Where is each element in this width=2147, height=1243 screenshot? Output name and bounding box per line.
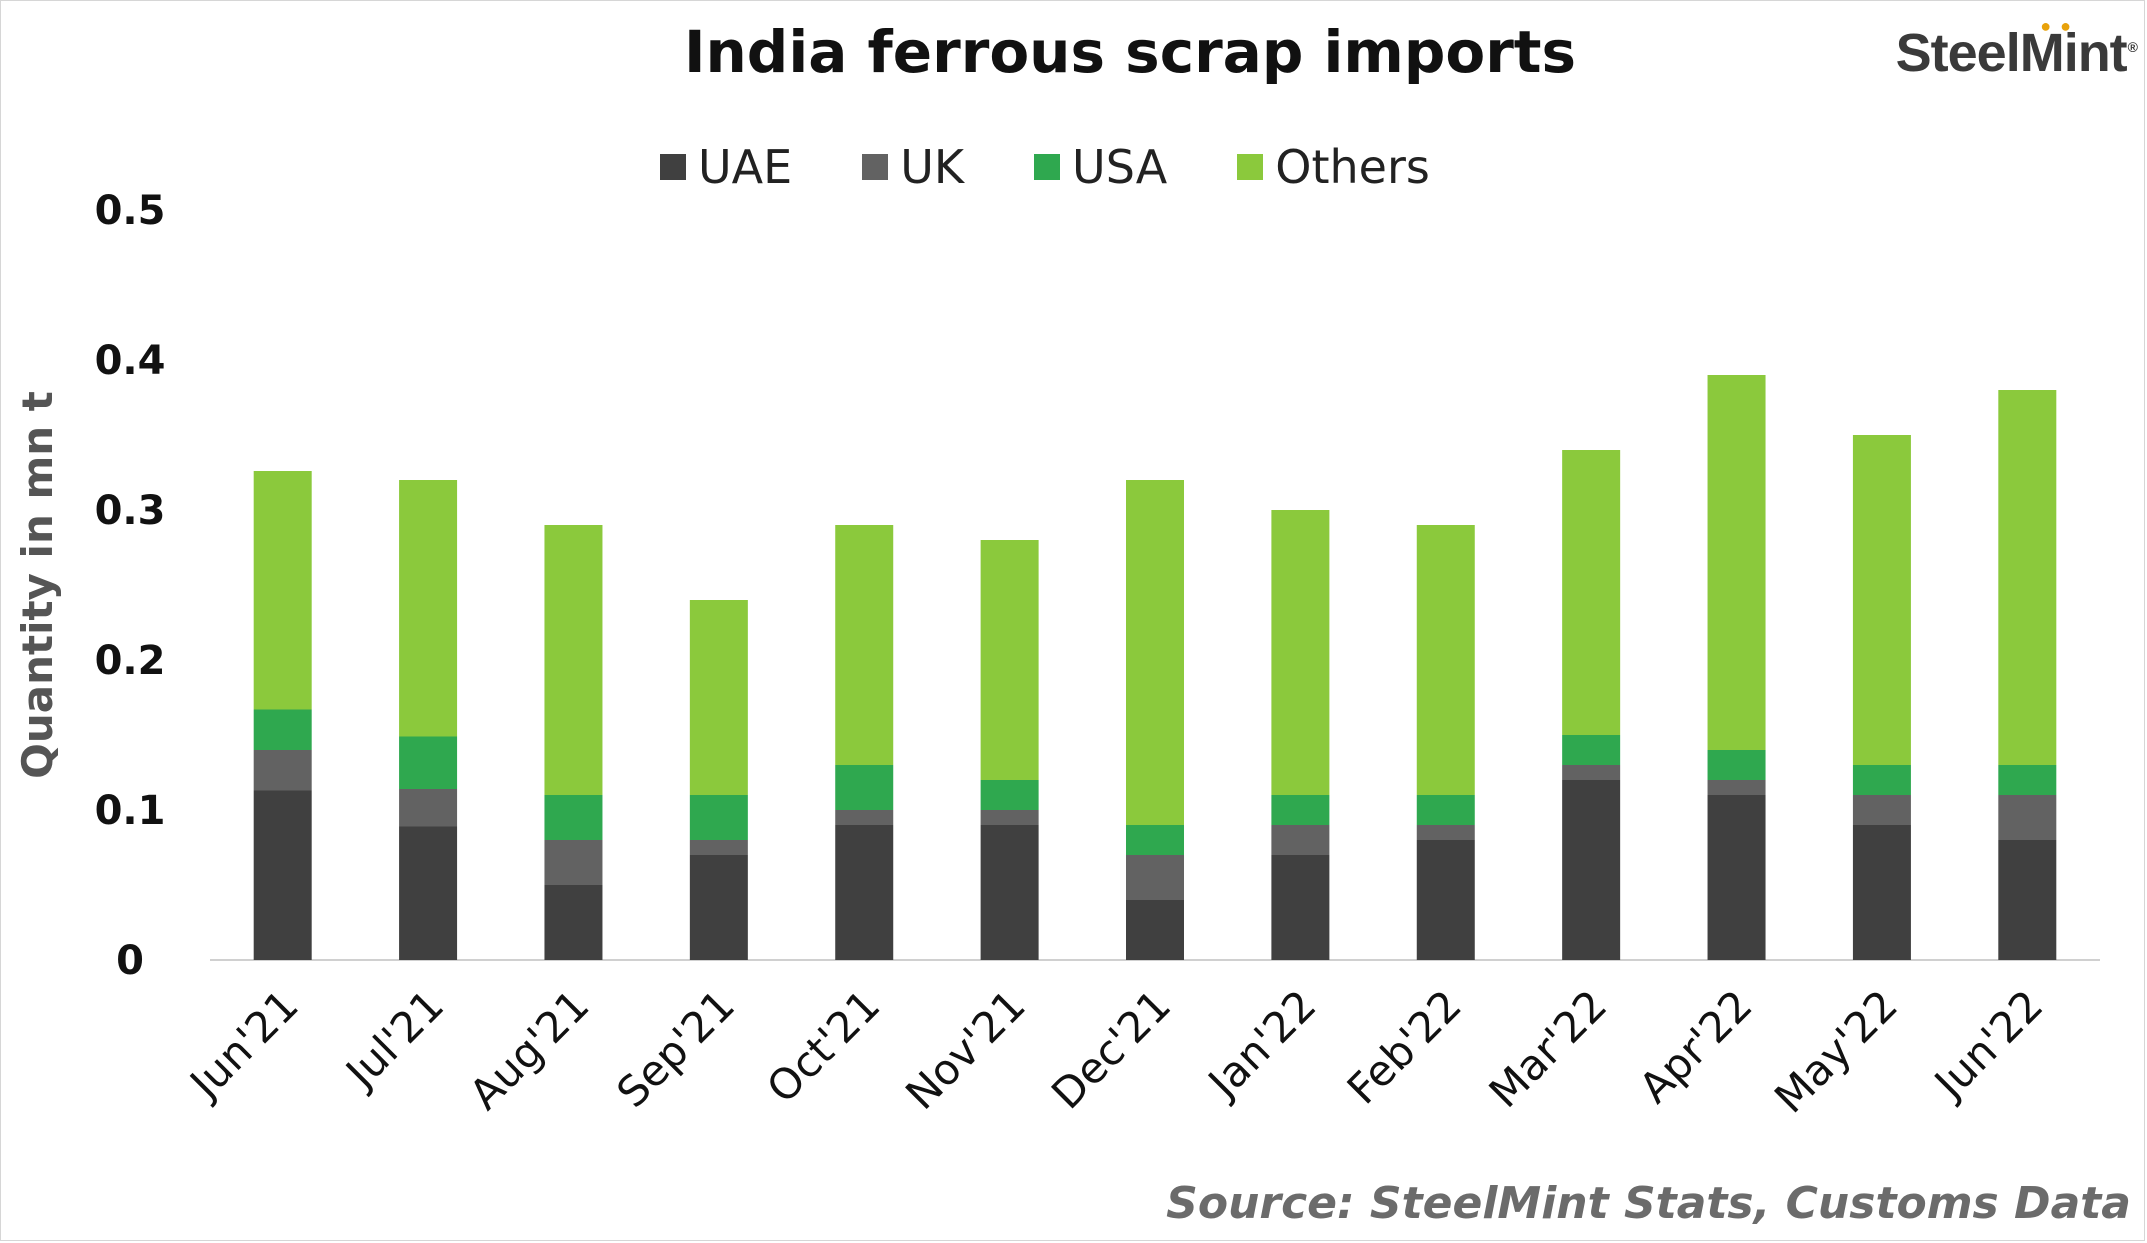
bar-segment-others bbox=[835, 525, 894, 765]
bar-segment-uk bbox=[689, 840, 748, 855]
bar-segment-uae bbox=[1416, 840, 1475, 960]
bar-segment-uae bbox=[835, 825, 894, 960]
x-tick-label: May'22 bbox=[1765, 980, 1907, 1122]
bar-segment-usa bbox=[1416, 795, 1475, 825]
legend-label: USA bbox=[1072, 140, 1168, 194]
y-tick-label: 0.3 bbox=[95, 488, 166, 534]
source-note: Source: SteelMint Stats, Customs Data bbox=[1166, 1178, 2131, 1229]
bar-segment-usa bbox=[1707, 750, 1766, 780]
legend-swatch bbox=[1034, 154, 1061, 180]
bar-segment-others bbox=[1707, 375, 1766, 750]
bar-segment-uk bbox=[544, 840, 603, 885]
logo-text: SteelMint bbox=[1895, 23, 2128, 83]
legend-label: UAE bbox=[698, 140, 793, 194]
logo-dots-icon: ● ● bbox=[2040, 16, 2073, 36]
bar-segment-uae bbox=[689, 855, 748, 960]
y-axis-label: Quantity in mn t bbox=[13, 391, 62, 779]
bar-segment-uae bbox=[399, 826, 458, 960]
x-tick-label: Jan'22 bbox=[1197, 980, 1326, 1109]
bar-segment-uk bbox=[399, 789, 458, 827]
x-tick-label: Jun'21 bbox=[179, 980, 308, 1109]
bar-segment-uk bbox=[1852, 795, 1911, 825]
x-tick-label: Jun'22 bbox=[1923, 980, 2052, 1109]
bar-segment-others bbox=[1998, 390, 2057, 765]
legend-item-usa: USA bbox=[1034, 140, 1167, 194]
y-tick-label: 0.2 bbox=[95, 638, 166, 684]
x-tick-label: Mar'22 bbox=[1480, 980, 1617, 1117]
bar-segment-others bbox=[980, 540, 1039, 780]
bar-segment-uae bbox=[1852, 825, 1911, 960]
legend-swatch bbox=[862, 154, 889, 180]
bar-segment-others bbox=[1562, 450, 1621, 735]
chart-legend: UAE UK USA Others bbox=[660, 140, 1500, 194]
y-tick-label: 0 bbox=[116, 938, 144, 984]
bar-segment-uae bbox=[980, 825, 1039, 960]
bar-segment-uae bbox=[544, 885, 603, 960]
legend-item-others: Others bbox=[1237, 140, 1430, 194]
bar-segment-usa bbox=[835, 765, 894, 810]
bar-segment-uk bbox=[1416, 825, 1475, 840]
logo-registered-mark: ® bbox=[2127, 39, 2138, 55]
bar-segment-others bbox=[1271, 510, 1330, 795]
bar-segment-others bbox=[1126, 480, 1184, 825]
legend-swatch bbox=[660, 154, 686, 180]
bar-segment-uk bbox=[253, 750, 312, 791]
x-tick-label: Jul'21 bbox=[335, 980, 454, 1099]
bar-segment-uae bbox=[1271, 855, 1330, 960]
bar-segment-others bbox=[689, 600, 748, 795]
bar-segment-usa bbox=[689, 795, 748, 840]
chart-title: India ferrous scrap imports bbox=[683, 18, 1577, 86]
bar-segment-usa bbox=[399, 736, 458, 789]
bar-segment-others bbox=[1416, 525, 1475, 795]
bar-segment-uk bbox=[1271, 825, 1330, 855]
legend-item-uae: UAE bbox=[660, 140, 792, 194]
bar-segment-uk bbox=[835, 810, 894, 825]
bar-segment-usa bbox=[1998, 765, 2057, 795]
bar-segment-others bbox=[1852, 435, 1911, 765]
bar-segment-usa bbox=[1852, 765, 1911, 795]
bar-segment-usa bbox=[1126, 825, 1184, 855]
legend-swatch bbox=[1237, 154, 1264, 180]
bar-segment-usa bbox=[544, 795, 603, 840]
bar-segment-uk bbox=[1562, 765, 1621, 780]
x-tick-label: Sep'21 bbox=[607, 980, 744, 1117]
x-tick-label: Dec'21 bbox=[1042, 980, 1180, 1118]
bar-segment-uk bbox=[1126, 855, 1184, 900]
y-tick-label: 0.4 bbox=[95, 338, 166, 384]
x-tick-label: Nov'21 bbox=[896, 980, 1035, 1119]
bar-segment-uk bbox=[980, 810, 1039, 825]
bar-segment-usa bbox=[980, 780, 1039, 810]
bar-segment-uae bbox=[1707, 795, 1766, 960]
x-tick-label: Apr'22 bbox=[1630, 980, 1762, 1112]
bar-segment-uk bbox=[1707, 780, 1766, 795]
y-tick-label: 0.1 bbox=[95, 788, 166, 834]
bar-segment-uae bbox=[253, 790, 312, 960]
steelmint-logo: ● ● SteelMint® bbox=[1895, 16, 2138, 84]
legend-label: UK bbox=[900, 140, 965, 194]
legend-label: Others bbox=[1275, 140, 1430, 194]
bar-segment-uae bbox=[1998, 840, 2057, 960]
bar-segment-others bbox=[399, 480, 458, 737]
bar-segment-usa bbox=[253, 709, 312, 750]
y-tick-label: 0.5 bbox=[95, 188, 166, 234]
bar-segment-uae bbox=[1126, 900, 1184, 960]
bar-segment-others bbox=[253, 471, 312, 710]
legend-item-uk: UK bbox=[862, 140, 964, 194]
bar-segment-uae bbox=[1562, 780, 1621, 960]
bar-segment-usa bbox=[1562, 735, 1621, 765]
x-tick-label: Feb'22 bbox=[1338, 980, 1471, 1113]
bar-segment-uk bbox=[1998, 795, 2057, 840]
x-tick-label: Oct'21 bbox=[757, 980, 889, 1112]
bar-segment-usa bbox=[1271, 795, 1330, 825]
x-tick-label: Aug'21 bbox=[460, 980, 599, 1119]
bar-segment-others bbox=[544, 525, 603, 795]
